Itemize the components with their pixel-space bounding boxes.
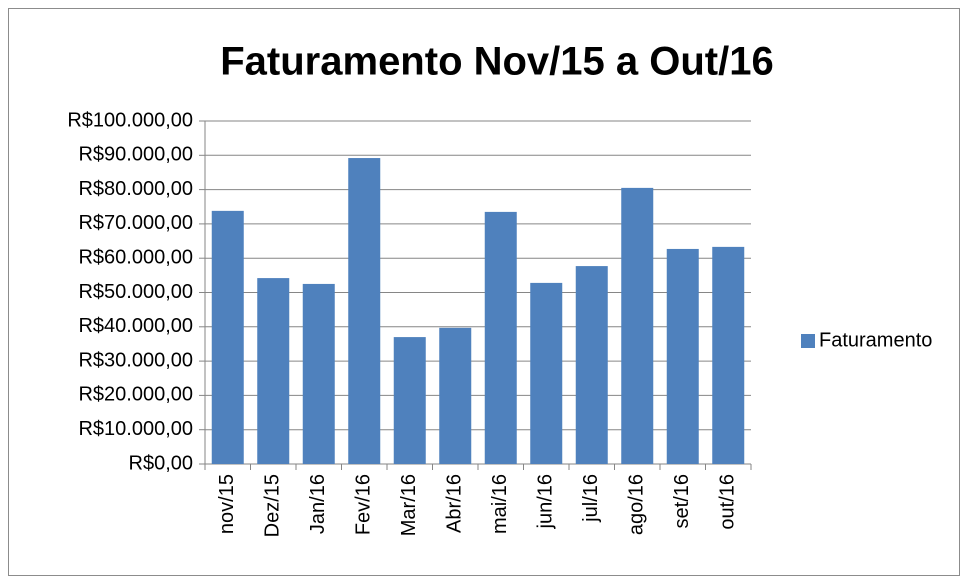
y-tick-label: R$80.000,00: [78, 178, 193, 200]
x-tick-label: Jan/16: [307, 474, 329, 534]
bar: [348, 158, 381, 464]
x-tick-label: Abr/16: [444, 474, 466, 533]
bar: [257, 278, 290, 464]
y-tick-label: R$0,00: [129, 452, 194, 474]
bar: [621, 187, 654, 464]
y-tick-label: R$90.000,00: [78, 144, 193, 166]
chart-title: Faturamento Nov/15 a Out/16: [220, 40, 773, 84]
x-tick-label: Mar/16: [398, 474, 420, 536]
bar: [302, 283, 335, 464]
x-tick-label: jul/16: [580, 474, 602, 523]
bar: [484, 211, 517, 464]
bar: [393, 337, 426, 464]
y-tick-label: R$20.000,00: [78, 384, 193, 406]
y-tick-label: R$100.000,00: [67, 109, 193, 131]
x-tick-label: set/16: [671, 474, 693, 528]
y-tick-label: R$40.000,00: [78, 315, 193, 337]
x-tick-label: ago/16: [626, 474, 648, 535]
legend-label: Faturamento: [819, 329, 932, 351]
bar: [211, 210, 244, 464]
legend-swatch: [801, 334, 815, 348]
x-tick-label: nov/15: [216, 474, 238, 534]
y-tick-label: R$60.000,00: [78, 246, 193, 268]
x-tick-label: mai/16: [489, 474, 511, 534]
y-tick-label: R$70.000,00: [78, 212, 193, 234]
bar: [712, 246, 745, 464]
bar: [439, 327, 472, 464]
y-tick-label: R$30.000,00: [78, 349, 193, 371]
x-tick-label: Dez/15: [262, 474, 284, 537]
bar: [530, 282, 563, 464]
y-tick-label: R$10.000,00: [78, 418, 193, 440]
y-tick-label: R$50.000,00: [78, 281, 193, 303]
x-tick-label: out/16: [717, 474, 739, 530]
x-tick-label: Fev/16: [353, 474, 375, 535]
x-tick-label: jun/16: [535, 474, 557, 530]
bar: [575, 266, 608, 464]
bar: [666, 248, 699, 464]
